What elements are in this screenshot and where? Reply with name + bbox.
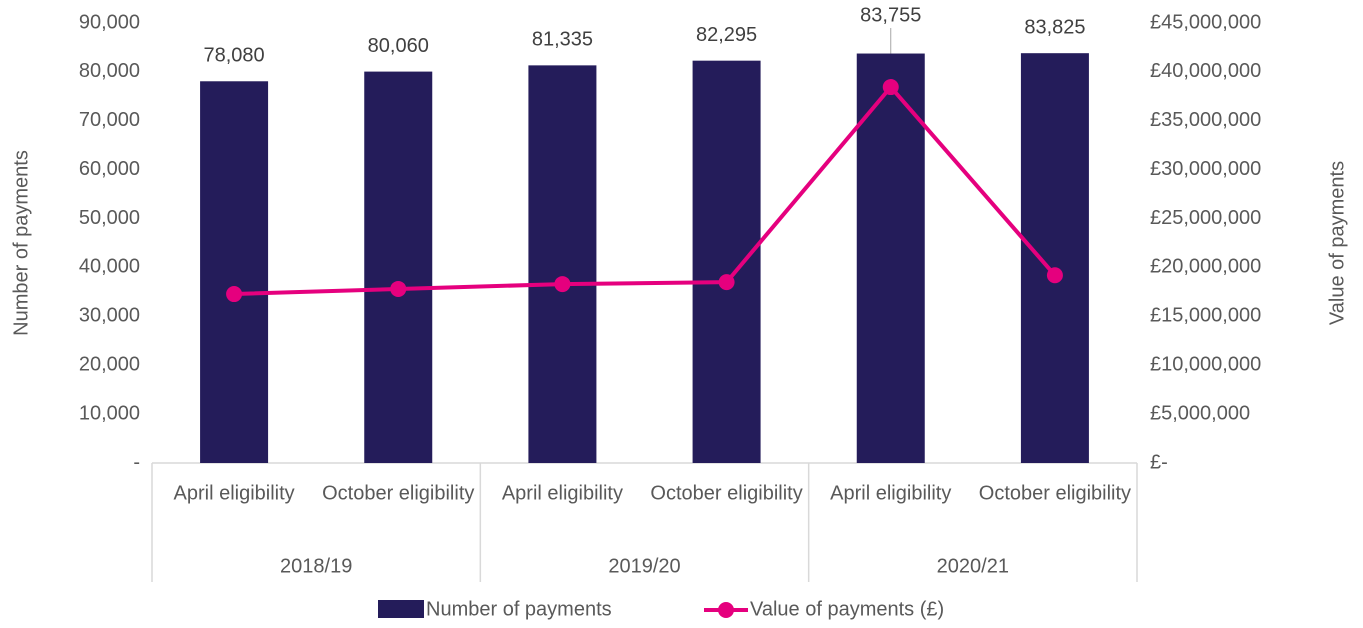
y-tick-label: 60,000 — [79, 158, 140, 180]
bar — [692, 60, 761, 464]
legend-label: Value of payments (£) — [750, 598, 944, 620]
bar — [200, 81, 269, 463]
x-tick-label: April eligibility — [502, 482, 623, 504]
point — [718, 274, 735, 291]
data-label: 83,755 — [860, 4, 921, 26]
y-tick-label: 20,000 — [79, 354, 140, 376]
y2-tick-label: £35,000,000 — [1150, 109, 1261, 131]
point — [882, 79, 899, 96]
x-tick-label: October eligibility — [322, 482, 474, 504]
y-tick-label: 50,000 — [79, 207, 140, 229]
legend-marker — [718, 602, 734, 618]
group-label: 2019/20 — [608, 555, 680, 577]
y2-tick-label: £25,000,000 — [1150, 207, 1261, 229]
y-tick-label: 10,000 — [79, 402, 140, 424]
data-label: 82,295 — [696, 24, 757, 46]
point — [1046, 267, 1063, 284]
point — [390, 280, 407, 297]
y-tick-label: 40,000 — [79, 256, 140, 278]
y-tick-label: - — [133, 451, 140, 473]
legend-label: Number of payments — [426, 598, 612, 620]
y-tick-label: 80,000 — [79, 60, 140, 82]
x-tick-label: April eligibility — [830, 482, 951, 504]
data-label: 80,060 — [368, 35, 429, 57]
x-tick-label: April eligibility — [174, 482, 295, 504]
group-label: 2020/21 — [937, 555, 1009, 577]
y2-tick-label: £45,000,000 — [1150, 11, 1261, 33]
y-axis-label: Number of payments — [10, 150, 32, 336]
y2-tick-label: £- — [1150, 451, 1168, 473]
y2-tick-label: £15,000,000 — [1150, 305, 1261, 327]
bar — [364, 71, 433, 464]
group-label: 2018/19 — [280, 555, 352, 577]
bar — [1020, 53, 1089, 463]
x-tick-label: October eligibility — [650, 482, 802, 504]
y2-tick-label: £40,000,000 — [1150, 60, 1261, 82]
data-label: 78,080 — [203, 45, 264, 67]
y2-tick-label: £30,000,000 — [1150, 158, 1261, 180]
y-tick-label: 30,000 — [79, 305, 140, 327]
y2-tick-label: £20,000,000 — [1150, 256, 1261, 278]
point — [554, 276, 571, 293]
x-tick-label: October eligibility — [979, 482, 1131, 504]
y2-tick-label: £5,000,000 — [1150, 402, 1250, 424]
data-label: 83,825 — [1024, 16, 1085, 38]
y-tick-label: 90,000 — [79, 11, 140, 33]
y2-axis-label: Value of payments — [1326, 161, 1348, 325]
bar — [528, 65, 597, 464]
bar — [856, 53, 925, 463]
data-label: 81,335 — [532, 29, 593, 51]
legend-swatch — [378, 600, 424, 618]
line — [234, 83, 1057, 297]
y2-tick-label: £10,000,000 — [1150, 354, 1261, 376]
y-tick-label: 70,000 — [79, 109, 140, 131]
point — [226, 286, 243, 303]
